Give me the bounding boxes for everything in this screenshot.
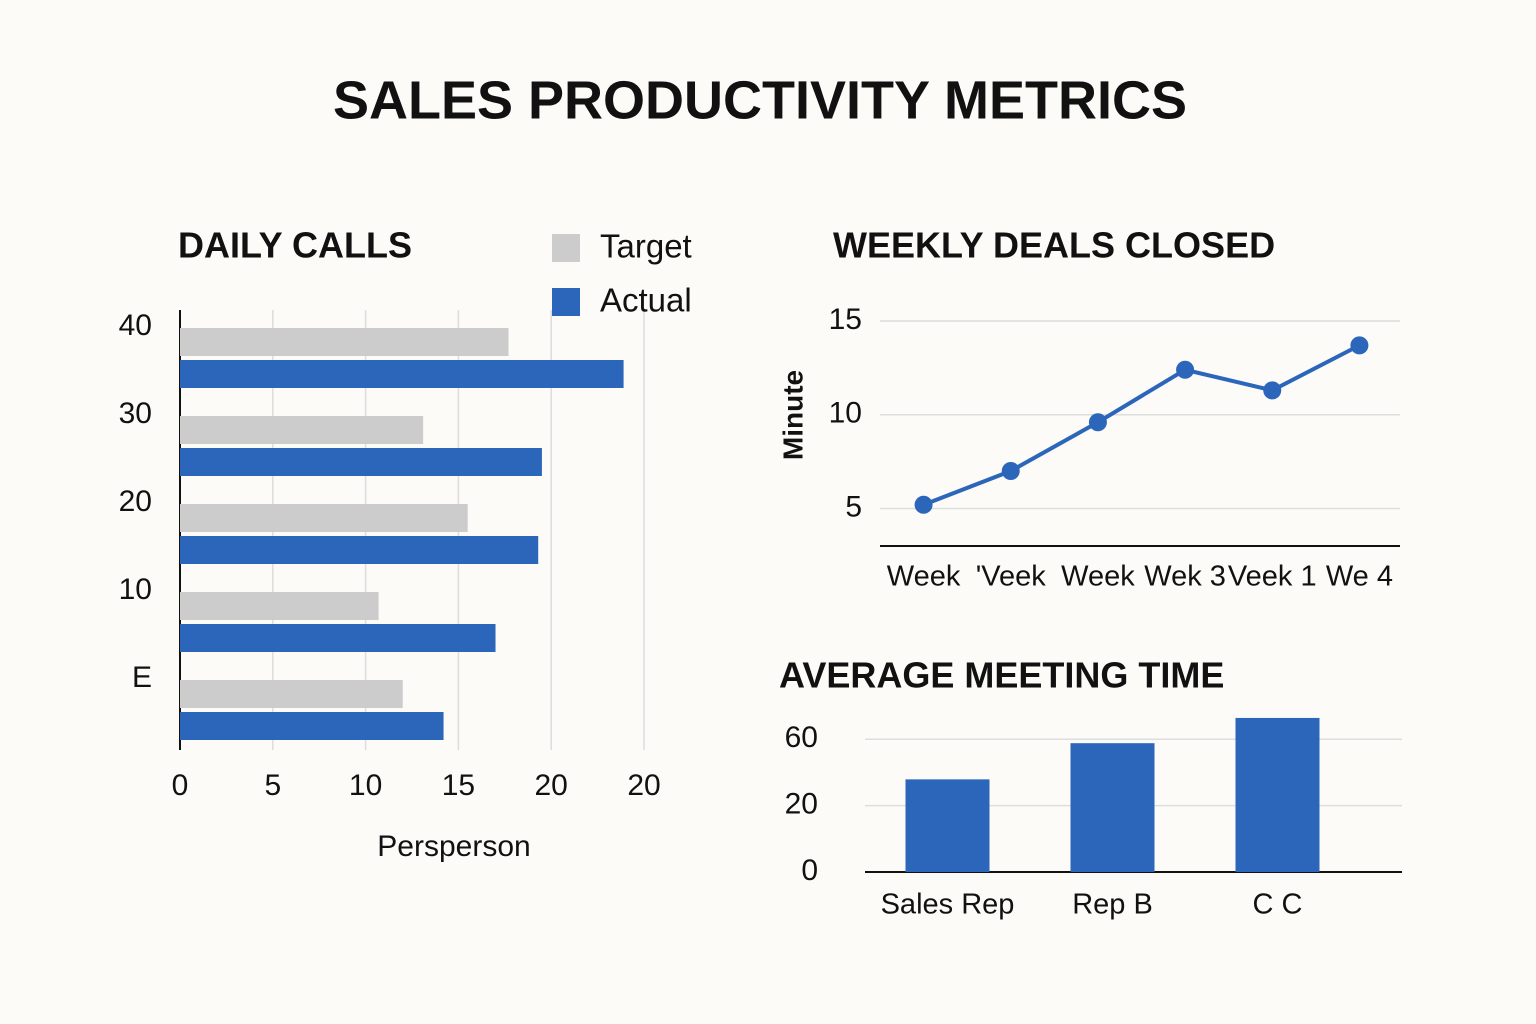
bar [180,624,496,652]
x-tick-label: Week [887,561,961,593]
chart-title: DAILY CALLS [178,225,412,266]
x-tick-label: Veek 1 [1228,561,1317,593]
x-tick-label: 20 [535,769,568,802]
line [922,343,1361,507]
legend-swatch [552,234,580,262]
bar [180,712,444,740]
chart-title: WEEKLY DEALS CLOSED [833,225,1275,266]
y-tick-label: 20 [785,788,818,821]
point [1263,381,1282,400]
x-tick-label: Rep B [1072,889,1153,921]
x-tick-label: Sales Rep [881,889,1015,921]
x-tick-label: Week [1061,561,1135,593]
x-tick-label: Wek 3 [1144,561,1226,593]
y-axis-label: Minute [777,370,808,460]
y-tick-label: 20 [119,485,152,518]
bar [180,448,542,476]
legend-label: Actual [600,282,692,319]
legend-swatch [552,288,580,316]
bar [180,360,624,388]
y-tick-label: 40 [119,309,152,342]
bar [905,779,990,872]
legend-label: Target [600,228,692,265]
x-axis-label: Persperson [377,830,530,863]
x-tick-label: 'Veek [976,561,1047,593]
y-tick-label: 10 [829,397,862,430]
x-tick-label: 20 [627,769,660,802]
point [1176,360,1195,379]
x-tick-label: C C [1253,889,1303,921]
x-tick-label: 10 [349,769,382,802]
x-tick-label: 0 [172,769,189,802]
y-tick-label: 60 [785,721,818,754]
x-tick-label: 15 [442,769,475,802]
x-tick-label: 5 [264,769,281,802]
point [1001,462,1020,480]
point [1350,336,1369,355]
point [1088,413,1107,432]
bar [180,536,539,564]
y-tick-label: E [132,661,152,694]
bar [180,416,424,444]
bar [180,680,403,708]
y-tick-label: 15 [829,303,862,336]
page-title: SALES PRODUCTIVITY METRICS [333,70,1187,130]
bar [1070,743,1155,872]
bar [180,328,509,356]
bar [180,504,468,532]
chart-title: AVERAGE MEETING TIME [779,655,1224,696]
point [914,495,933,514]
y-tick-label: 10 [119,573,152,606]
x-tick-label: We 4 [1326,561,1393,593]
y-tick-label: 5 [845,490,862,523]
y-tick-label: 30 [119,397,152,430]
bar [1235,717,1320,872]
bar [180,592,379,620]
y-tick-label: 0 [801,854,818,887]
